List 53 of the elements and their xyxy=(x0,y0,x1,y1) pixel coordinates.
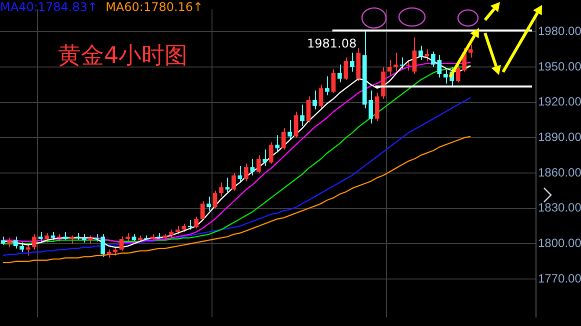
candlestick xyxy=(337,64,342,83)
candlestick xyxy=(206,196,211,212)
candlestick xyxy=(300,104,304,126)
candlestick xyxy=(312,90,317,110)
candlestick xyxy=(406,59,410,71)
candlestick xyxy=(275,134,280,152)
y-tick-label: 1830.00 xyxy=(538,200,581,215)
candlestick xyxy=(212,190,218,209)
candlestick xyxy=(400,57,404,70)
candlestick xyxy=(244,163,248,182)
candlestick xyxy=(238,165,242,183)
candlestick xyxy=(350,52,354,72)
candlestick xyxy=(331,68,336,94)
candlestick xyxy=(13,236,18,249)
candlestick xyxy=(306,96,311,123)
candlestick xyxy=(20,242,24,252)
candlestick xyxy=(374,92,380,122)
candlestick xyxy=(424,48,430,62)
candlestick xyxy=(44,232,49,244)
candlestick xyxy=(262,148,268,166)
candlestick xyxy=(38,231,43,242)
y-tick-label: 1950.00 xyxy=(538,59,581,74)
candlestick xyxy=(119,236,124,252)
candlestick xyxy=(268,142,274,164)
candlestick xyxy=(219,182,224,198)
candlestick xyxy=(325,76,330,96)
candlestick xyxy=(281,128,286,150)
candlestick xyxy=(468,44,473,58)
candlestick xyxy=(200,200,205,221)
candlestick xyxy=(194,216,199,229)
y-tick-label: 1860.00 xyxy=(538,165,581,180)
candlestick xyxy=(7,237,12,248)
candlestick xyxy=(225,177,230,192)
y-tick-label: 1980.00 xyxy=(538,24,581,38)
text: MA60:1780.16↑ xyxy=(106,0,204,14)
text: 黄金4小时图 xyxy=(58,42,188,71)
text: MA40:1784.83↑ xyxy=(0,0,98,14)
candlestick xyxy=(318,84,324,109)
candlestick xyxy=(412,36,417,75)
y-tick-label: 1890.00 xyxy=(538,130,581,144)
candlestick xyxy=(256,154,261,174)
candlestick xyxy=(250,158,255,176)
candlestick xyxy=(344,57,348,80)
candlestick xyxy=(232,172,236,192)
candlestick xyxy=(418,45,423,60)
candlestick xyxy=(32,234,36,250)
candlestick xyxy=(294,111,298,138)
y-tick-label: 1920.00 xyxy=(538,94,581,109)
annotation: 1981.08 xyxy=(306,36,357,50)
candlestick xyxy=(394,52,398,72)
y-tick-label: 1770.00 xyxy=(538,271,581,286)
y-tick-label: 1800.00 xyxy=(538,236,581,250)
candlestick xyxy=(288,119,292,141)
